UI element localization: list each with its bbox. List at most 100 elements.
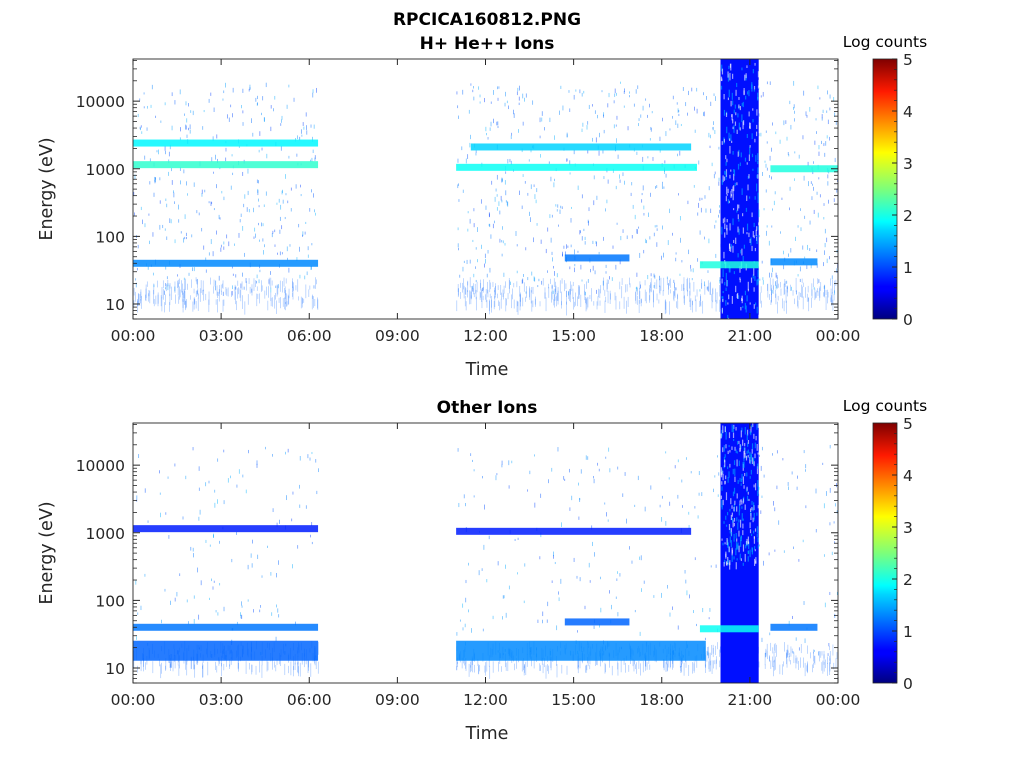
noise-pixel bbox=[182, 301, 184, 308]
noise-pixel bbox=[554, 135, 555, 140]
noise-pixel bbox=[494, 290, 495, 299]
noise-pixel bbox=[775, 131, 777, 135]
noise-pixel bbox=[578, 516, 580, 520]
noise-pixel bbox=[238, 287, 239, 295]
burst-pixel bbox=[753, 484, 755, 488]
noise-pixel bbox=[694, 557, 696, 561]
noise-pixel bbox=[816, 191, 818, 195]
noise-pixel bbox=[647, 114, 648, 118]
noise-pixel bbox=[486, 281, 488, 294]
noise-pixel bbox=[534, 298, 536, 305]
burst-pixel bbox=[753, 536, 756, 544]
noise-pixel bbox=[172, 658, 174, 672]
noise-pixel bbox=[488, 655, 490, 667]
noise-pixel bbox=[826, 110, 828, 113]
noise-pixel bbox=[596, 195, 598, 200]
noise-pixel bbox=[183, 237, 185, 243]
noise-pixel bbox=[472, 285, 474, 291]
noise-pixel bbox=[786, 649, 788, 657]
noise-pixel bbox=[503, 293, 504, 300]
noise-pixel bbox=[672, 115, 674, 119]
noise-pixel bbox=[465, 301, 467, 311]
noise-pixel bbox=[588, 221, 589, 226]
noise-pixel bbox=[765, 230, 767, 236]
noise-pixel bbox=[680, 123, 682, 127]
burst-pixel bbox=[758, 314, 760, 319]
noise-pixel bbox=[299, 246, 300, 252]
panel-h-he-ions: H+ He++ Ions 00:00 03:00 06:00 09:00 12:00 15… bbox=[37, 33, 927, 380]
burst-pixel bbox=[741, 114, 743, 123]
noise-pixel bbox=[591, 104, 593, 107]
noise-pixel bbox=[786, 653, 788, 659]
burst-pixel bbox=[725, 171, 727, 176]
noise-pixel bbox=[641, 298, 642, 303]
noise-pixel bbox=[180, 127, 181, 132]
noise-pixel bbox=[498, 661, 499, 672]
noise-pixel bbox=[561, 522, 562, 527]
noise-pixel bbox=[219, 583, 221, 586]
noise-pixel bbox=[801, 284, 802, 298]
noise-pixel bbox=[256, 95, 258, 100]
noise-pixel bbox=[304, 275, 306, 280]
noise-pixel bbox=[473, 96, 475, 101]
burst-pixel bbox=[753, 502, 755, 508]
noise-pixel bbox=[143, 106, 145, 109]
noise-pixel bbox=[234, 286, 236, 300]
noise-pixel bbox=[681, 479, 683, 483]
noise-pixel bbox=[716, 292, 718, 304]
noise-pixel bbox=[788, 656, 790, 662]
noise-pixel bbox=[589, 580, 591, 583]
noise-pixel bbox=[485, 289, 487, 303]
noise-pixel bbox=[256, 280, 258, 284]
noise-pixel bbox=[758, 661, 760, 668]
noise-pixel bbox=[486, 273, 488, 278]
burst-pixel bbox=[752, 457, 755, 462]
noise-pixel bbox=[210, 277, 211, 285]
noise-pixel bbox=[817, 291, 819, 296]
noise-pixel bbox=[602, 150, 604, 154]
noise-pixel bbox=[759, 278, 761, 281]
noise-pixel bbox=[312, 92, 314, 98]
noise-pixel bbox=[250, 553, 252, 558]
burst-pixel bbox=[722, 542, 724, 546]
noise-pixel bbox=[525, 296, 526, 302]
noise-pixel bbox=[690, 264, 692, 269]
burst-pixel bbox=[758, 486, 760, 490]
burst-pixel bbox=[730, 134, 732, 141]
noise-pixel bbox=[251, 664, 253, 673]
noise-pixel bbox=[765, 648, 767, 655]
noise-pixel bbox=[791, 286, 792, 291]
noise-pixel bbox=[706, 286, 708, 290]
band bbox=[133, 623, 319, 631]
noise-pixel bbox=[560, 578, 562, 584]
noise-pixel bbox=[229, 664, 230, 669]
noise-pixel bbox=[656, 185, 658, 188]
noise-pixel bbox=[159, 224, 161, 230]
noise-pixel bbox=[194, 660, 195, 670]
noise-pixel bbox=[524, 97, 525, 102]
burst-pixel bbox=[754, 453, 756, 459]
noise-pixel bbox=[317, 299, 319, 310]
colorbar-title: Log counts bbox=[843, 33, 927, 51]
noise-pixel bbox=[148, 213, 150, 216]
noise-pixel bbox=[649, 295, 650, 303]
colorbar-tick-label: 4 bbox=[903, 467, 913, 485]
noise-pixel bbox=[609, 653, 610, 668]
noise-pixel bbox=[297, 135, 298, 140]
noise-pixel bbox=[161, 297, 163, 312]
noise-pixel bbox=[299, 136, 301, 141]
noise-pixel bbox=[311, 189, 312, 193]
noise-pixel bbox=[686, 590, 688, 596]
noise-pixel bbox=[523, 658, 524, 671]
noise-pixel bbox=[195, 290, 197, 297]
noise-pixel bbox=[307, 659, 309, 674]
noise-pixel bbox=[818, 177, 820, 180]
noise-pixel bbox=[276, 284, 278, 297]
x-tick-label: 18:00 bbox=[639, 327, 684, 345]
noise-pixel bbox=[305, 112, 307, 117]
noise-pixel bbox=[502, 226, 503, 230]
noise-pixel bbox=[166, 203, 168, 208]
noise-pixel bbox=[797, 475, 798, 479]
noise-pixel bbox=[193, 267, 195, 272]
burst-pixel bbox=[736, 441, 739, 445]
